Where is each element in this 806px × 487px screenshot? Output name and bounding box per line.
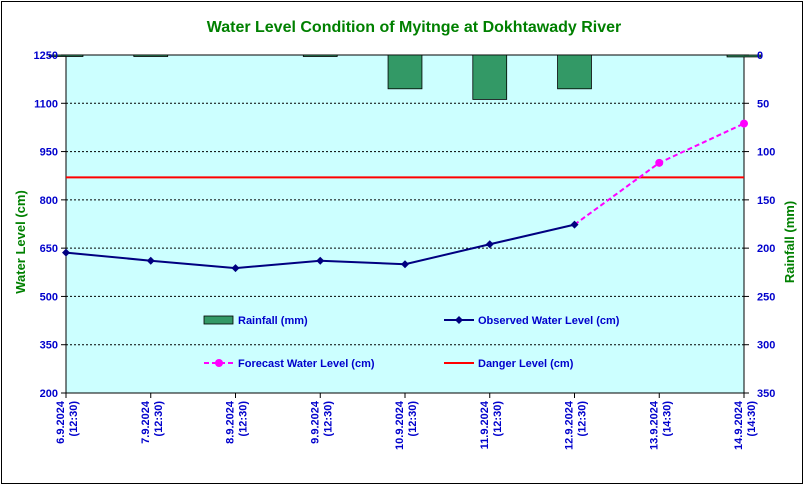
y2-tick-label: 100 [757, 147, 775, 159]
x-tick-time: (12:30) [492, 401, 504, 437]
legend-item-forecast: Forecast Water Level (cm) [204, 358, 375, 370]
rainfall-bar [302, 54, 338, 57]
legend-item-observed: Observed Water Level (cm) [444, 315, 620, 327]
x-tick-time: (12:30) [322, 401, 334, 437]
observed-point [570, 220, 579, 229]
rainfall-bars [48, 54, 762, 100]
x-tick-time: (12:30) [153, 401, 165, 437]
y2-tick-label: 150 [757, 195, 775, 207]
y2-tick-label: 200 [757, 243, 775, 255]
y-tick-label: 800 [40, 195, 58, 207]
y-axis-title: Water Level (cm) [13, 190, 28, 294]
gridlines [66, 102, 744, 346]
legend-label-rainfall: Rainfall (mm) [238, 315, 308, 327]
observed-point [146, 256, 155, 265]
y-tick-label: 200 [40, 388, 58, 400]
observed-point [231, 264, 240, 273]
legend-marker-observed [455, 316, 463, 324]
y-tick-label: 950 [40, 147, 58, 159]
x-tick-label: 13.9.2024 (14:30) [648, 400, 673, 450]
x-tick-date: 7.9.2024 [140, 400, 152, 444]
x-tick-label: 6.9.2024 (12:30) [55, 400, 80, 444]
x-tick-label: 10.9.2024 (12:30) [394, 400, 419, 450]
legend-marker-forecast [215, 359, 223, 367]
x-tick-time: (14:30) [746, 401, 758, 437]
x-tick-label: 14.9.2024 (14:30) [733, 400, 758, 450]
rainfall-bar [133, 54, 169, 57]
x-tick-date: 8.9.2024 [225, 400, 237, 444]
legend-label-danger: Danger Level (cm) [478, 358, 574, 370]
chart-title: Water Level Condition of Myitnge at Dokh… [207, 19, 622, 36]
left-axis-ticks: 1250 1100 950 800 650 500 350 200 [34, 50, 66, 400]
legend-label-forecast: Forecast Water Level (cm) [238, 358, 375, 370]
x-tick-time: (14:30) [661, 401, 673, 437]
x-tick-label: 7.9.2024 (12:30) [140, 400, 165, 444]
x-tick-date: 13.9.2024 [648, 400, 660, 450]
x-tick-date: 14.9.2024 [733, 400, 745, 450]
y2-tick-label: 350 [757, 388, 775, 400]
observed-point [316, 256, 325, 265]
legend: Rainfall (mm) Observed Water Level (cm) Fo… [203, 315, 620, 370]
x-tick-date: 12.9.2024 [564, 400, 576, 450]
x-tick-label: 8.9.2024 (12:30) [225, 400, 250, 444]
y2-tick-label: 50 [757, 98, 769, 110]
legend-swatch-rainfall [203, 315, 234, 325]
x-tick-date: 11.9.2024 [479, 400, 491, 449]
x-tick-label: 9.9.2024 (12:30) [309, 400, 334, 444]
rainfall-bar [557, 54, 592, 90]
observed-point [401, 260, 409, 269]
y-tick-label: 1100 [34, 98, 58, 110]
y2-tick-label: 300 [757, 340, 775, 352]
rainfall-bar [472, 54, 508, 100]
forecast-point [740, 119, 748, 128]
x-tick-label: 12.9.2024 (12:30) [564, 400, 589, 450]
plot-area [65, 54, 745, 394]
x-tick-time: (12:30) [68, 401, 80, 437]
x-tick-date: 10.9.2024 [394, 400, 406, 450]
legend-item-danger: Danger Level (cm) [444, 358, 574, 370]
x-tick-time: (12:30) [238, 401, 250, 437]
y-tick-label: 350 [40, 340, 58, 352]
legend-label-observed: Observed Water Level (cm) [478, 315, 620, 327]
x-tick-label: 11.9.2024 (12:30) [479, 400, 504, 449]
y-tick-label: 650 [40, 243, 58, 255]
water-level-lines [62, 119, 748, 273]
y2-axis-title: Rainfall (mm) [782, 201, 797, 283]
observed-point [62, 248, 70, 257]
right-axis-ticks: 0 50 100 150 200 250 300 350 [744, 50, 775, 400]
y-tick-label: 500 [40, 291, 58, 303]
x-tick-time: (12:30) [407, 401, 419, 437]
x-tick-date: 9.9.2024 [309, 400, 321, 444]
x-tick-date: 6.9.2024 [55, 400, 67, 444]
forecast-point [655, 158, 664, 167]
x-axis-ticks: 6.9.2024 (12:30) 7.9.2024 (12:30) 8.9.2024 (1… [55, 393, 758, 450]
y-tick-label: 1250 [34, 50, 58, 62]
observed-point [485, 240, 494, 249]
legend-item-rainfall: Rainfall (mm) [203, 315, 308, 327]
x-tick-time: (12:30) [577, 401, 589, 437]
y2-tick-label: 250 [757, 291, 775, 303]
y2-tick-label: 0 [757, 50, 763, 62]
rainfall-bar [387, 54, 423, 90]
